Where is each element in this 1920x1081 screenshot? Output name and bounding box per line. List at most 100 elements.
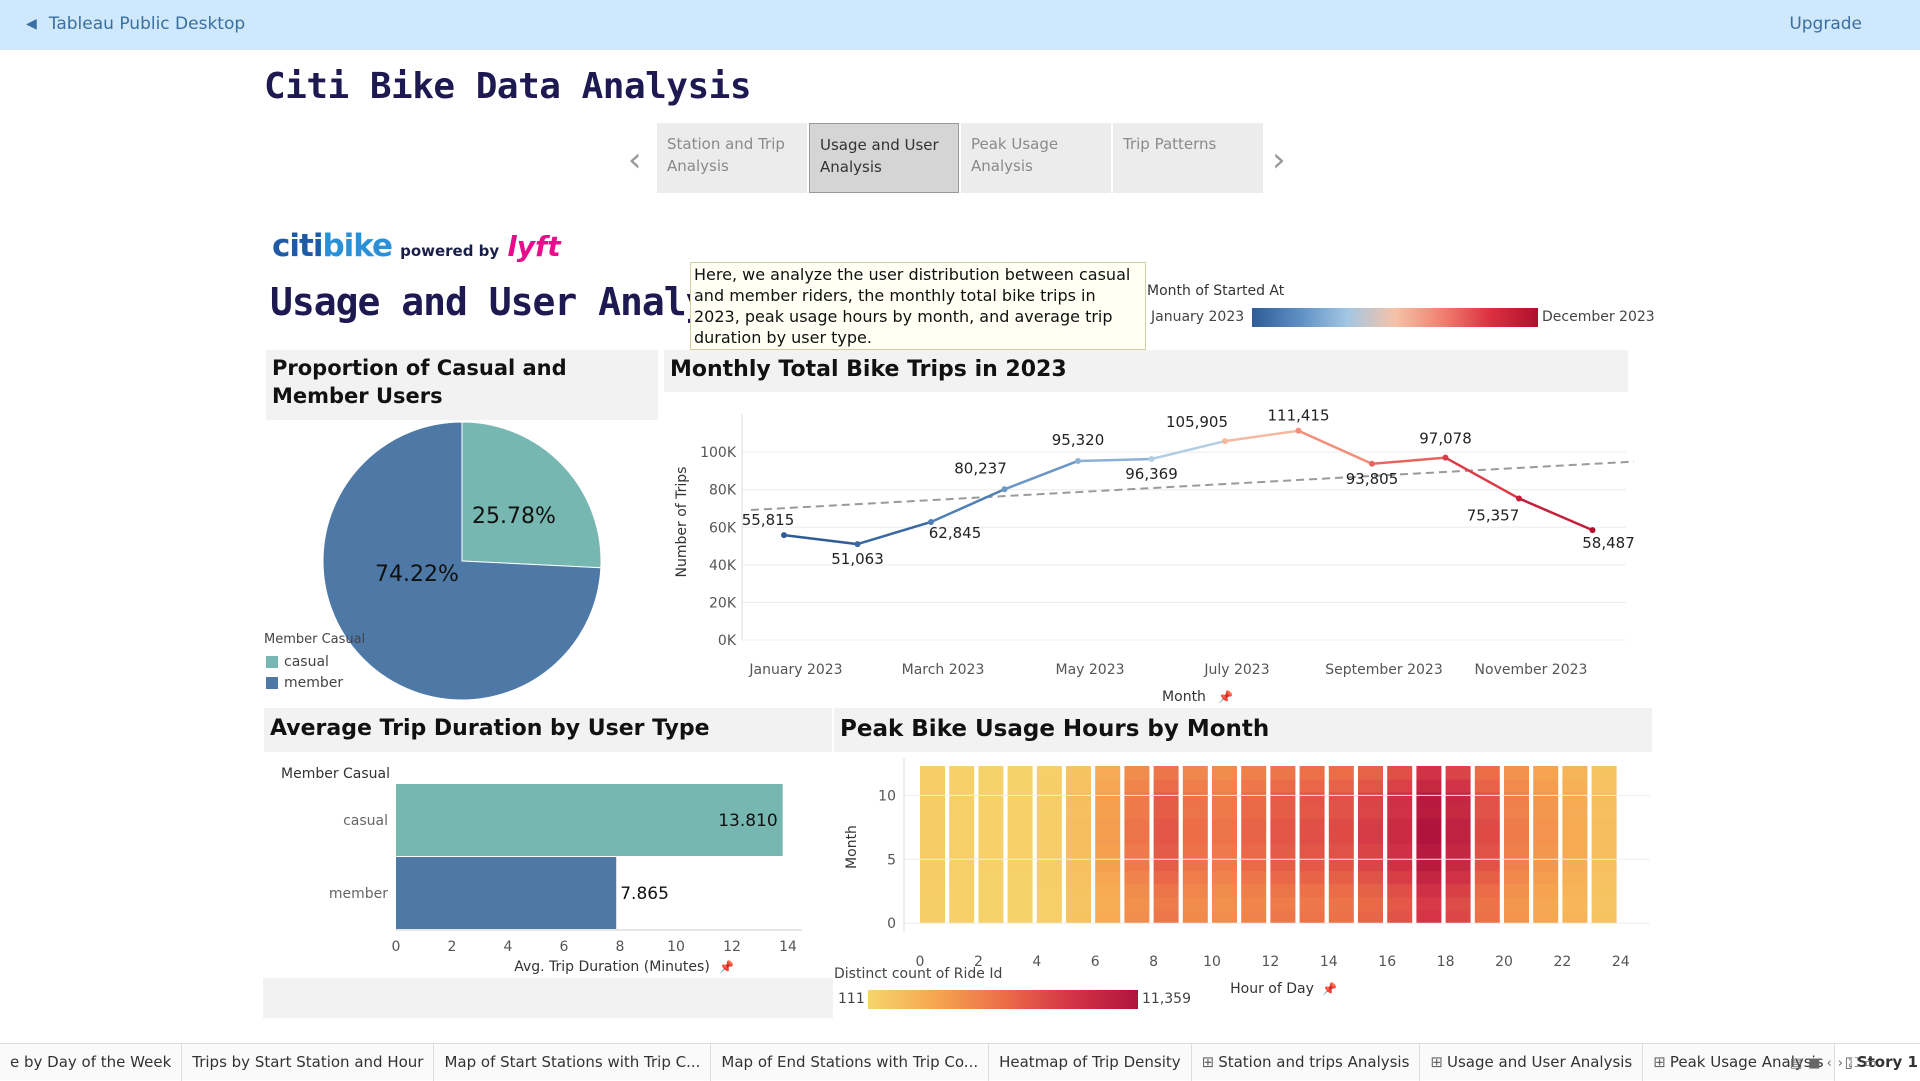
heatmap-cell[interactable] [1095, 857, 1121, 872]
heatmap-cell[interactable] [1270, 818, 1296, 832]
heatmap-cell[interactable] [1562, 883, 1588, 898]
heatmap-cell[interactable] [1124, 792, 1150, 806]
heatmap-cell[interactable] [1153, 779, 1179, 793]
heatmap-cell[interactable] [1358, 870, 1383, 885]
heatmap-cell[interactable] [1007, 818, 1033, 832]
heatmap-cell[interactable] [1416, 857, 1442, 872]
pin-icon[interactable]: 📌 [719, 959, 734, 974]
heatmap-cell[interactable] [1212, 831, 1237, 845]
heatmap-cell[interactable] [1036, 897, 1062, 911]
heatmap-cell[interactable] [1328, 844, 1354, 858]
heatmap-cell[interactable] [1591, 805, 1617, 819]
heatmap-cell[interactable] [949, 883, 975, 898]
heatmap-cell[interactable] [1007, 844, 1033, 858]
heatmap-cell[interactable] [1007, 766, 1033, 780]
heatmap-cell[interactable] [1562, 870, 1588, 885]
heatmap-cell[interactable] [1445, 910, 1471, 924]
heatmap-cell[interactable] [1328, 857, 1354, 872]
heatmap-cell[interactable] [1153, 792, 1179, 806]
heatmap-cell[interactable] [1066, 831, 1091, 845]
heatmap-cell[interactable] [1299, 870, 1325, 885]
line-point[interactable] [928, 518, 934, 525]
next-story-point-icon[interactable]: › [1272, 140, 1286, 180]
heatmap-cell[interactable] [1474, 779, 1500, 793]
heatmap-cell[interactable] [1241, 870, 1267, 885]
heatmap-cell[interactable] [1358, 805, 1383, 819]
heatmap-cell[interactable] [1299, 831, 1325, 845]
heatmap-cell[interactable] [1533, 857, 1559, 872]
heatmap-cell[interactable] [920, 857, 945, 872]
line-point[interactable] [1369, 460, 1375, 467]
heatmap-cell[interactable] [1241, 805, 1267, 819]
heatmap-cell[interactable] [920, 818, 945, 832]
heatmap-cell[interactable] [1212, 792, 1237, 806]
heatmap-cell[interactable] [1328, 870, 1354, 885]
heatmap-cell[interactable] [1007, 870, 1033, 885]
heatmap-cell[interactable] [1182, 844, 1208, 858]
bar-casual[interactable] [396, 784, 783, 856]
pie-slice-member[interactable] [322, 421, 602, 701]
heatmap-cell[interactable] [1095, 792, 1121, 806]
heatmap-cell[interactable] [1241, 779, 1267, 793]
heatmap-cell[interactable] [1328, 883, 1354, 898]
line-point[interactable] [781, 532, 787, 539]
heatmap-cell[interactable] [1358, 857, 1383, 872]
heatmap-cell[interactable] [1533, 870, 1559, 885]
heatmap-cell[interactable] [1270, 910, 1296, 924]
heatmap-cell[interactable] [1007, 897, 1033, 911]
sheet-tab-6[interactable]: ⊞ Station and trips Analysis [1192, 1043, 1421, 1081]
heatmap-cell[interactable] [920, 844, 945, 858]
heatmap-cell[interactable] [1533, 844, 1559, 858]
heatmap-cell[interactable] [1299, 844, 1325, 858]
heatmap-cell[interactable] [1328, 792, 1354, 806]
heatmap-cell[interactable] [1241, 857, 1267, 872]
heatmap-cell[interactable] [1124, 910, 1150, 924]
pie-chart[interactable]: 25.78% 74.22% [262, 420, 662, 710]
heatmap-cell[interactable] [1182, 910, 1208, 924]
heatmap-cell[interactable] [1416, 766, 1442, 780]
heatmap-cell[interactable] [1066, 897, 1091, 911]
heatmap-cell[interactable] [1328, 831, 1354, 845]
heatmap-cell[interactable] [1270, 805, 1296, 819]
heatmap-cell[interactable] [920, 831, 945, 845]
heatmap-cell[interactable] [1387, 883, 1413, 898]
heatmap-cell[interactable] [1153, 883, 1179, 898]
heatmap-cell[interactable] [1124, 844, 1150, 858]
heatmap-cell[interactable] [1124, 870, 1150, 885]
heatmap-cell[interactable] [1328, 766, 1354, 780]
heatmap-cell[interactable] [1358, 897, 1383, 911]
heatmap-cell[interactable] [978, 792, 1004, 806]
heatmap-cell[interactable] [978, 883, 1004, 898]
heatmap-cell[interactable] [1445, 870, 1471, 885]
heatmap-cell[interactable] [1387, 831, 1413, 845]
heatmap-cell[interactable] [1562, 910, 1588, 924]
line-point[interactable] [1148, 455, 1155, 462]
story-point-tab-3[interactable]: Peak Usage Analysis [961, 123, 1111, 193]
heatmap-cell[interactable] [1182, 857, 1208, 872]
trend-line[interactable] [750, 459, 1634, 511]
heatmap-cell[interactable] [1299, 766, 1325, 780]
heatmap-cell[interactable] [1474, 870, 1500, 885]
heatmap-cell[interactable] [1445, 883, 1471, 898]
heatmap-cell[interactable] [1153, 766, 1179, 780]
heatmap-cell[interactable] [1533, 805, 1559, 819]
heatmap-cell[interactable] [1095, 779, 1121, 793]
heatmap-cell[interactable] [1358, 818, 1383, 832]
heatmap-cell[interactable] [1474, 831, 1500, 845]
heatmap-cell[interactable] [1328, 897, 1354, 911]
story-point-tab-4[interactable]: Trip Patterns [1113, 123, 1263, 193]
heatmap-cell[interactable] [1095, 897, 1121, 911]
heatmap-cell[interactable] [1270, 883, 1296, 898]
heatmap-cell[interactable] [1066, 818, 1091, 832]
heatmap-cell[interactable] [1445, 818, 1471, 832]
heatmap-cell[interactable] [1591, 870, 1617, 885]
heatmap-cell[interactable] [1474, 883, 1500, 898]
heatmap-cell[interactable] [1474, 818, 1500, 832]
heatmap-cell[interactable] [1387, 818, 1413, 832]
heatmap-cell[interactable] [1591, 779, 1617, 793]
heatmap-cell[interactable] [978, 766, 1004, 780]
heatmap-cell[interactable] [978, 897, 1004, 911]
heatmap-cell[interactable] [1358, 831, 1383, 845]
heatmap-cell[interactable] [1212, 844, 1237, 858]
story-point-tab-1[interactable]: Station and Trip Analysis [657, 123, 807, 193]
